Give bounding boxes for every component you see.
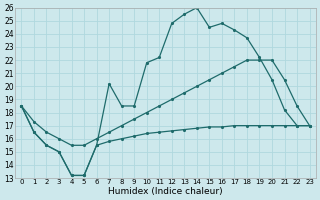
X-axis label: Humidex (Indice chaleur): Humidex (Indice chaleur)	[108, 187, 223, 196]
